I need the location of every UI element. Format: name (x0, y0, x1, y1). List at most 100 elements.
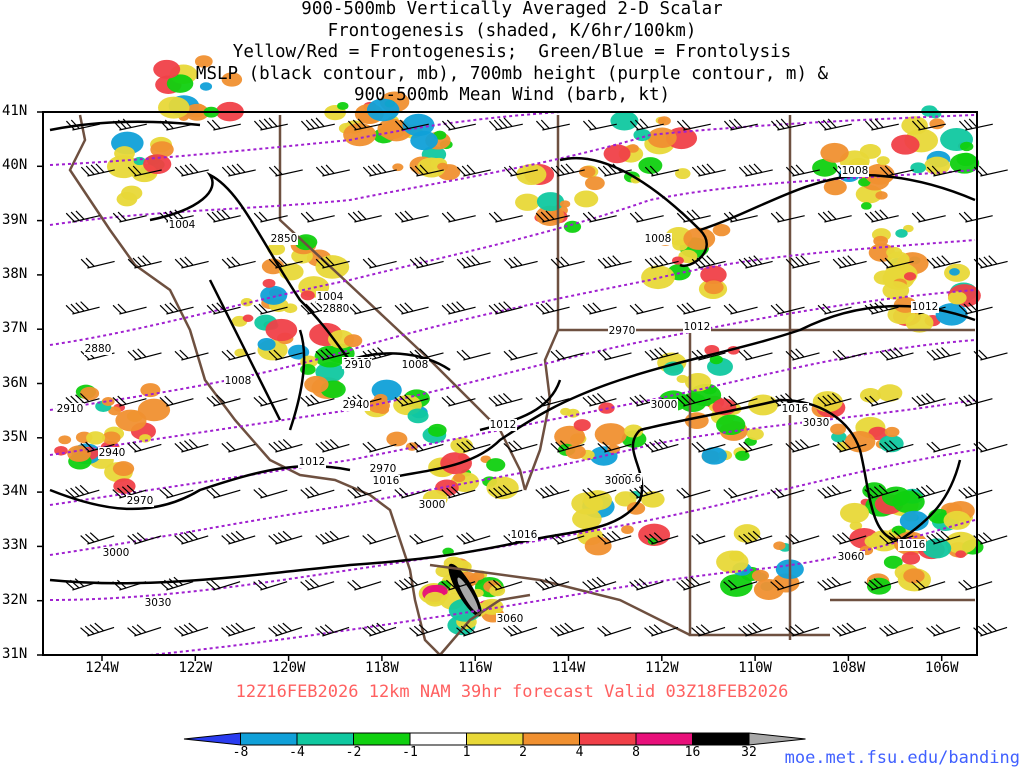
wind-barb (315, 624, 350, 637)
wind-barb (864, 395, 899, 407)
wind-barb (300, 117, 335, 131)
pacific-coastline (68, 114, 441, 656)
wind-barb (488, 484, 523, 499)
colorbar-segment (579, 732, 637, 746)
wind-barb (127, 255, 162, 269)
wind-barb (253, 579, 288, 591)
mslp-contour (379, 304, 976, 482)
wind-barb (926, 165, 961, 177)
wind-barb (723, 487, 758, 499)
wind-barb (253, 117, 288, 131)
wind-barb (926, 255, 961, 269)
height-label: 2970 (609, 325, 636, 337)
height-label: 2970 (370, 463, 397, 475)
wind-barb (644, 255, 679, 269)
mslp-contour (49, 464, 351, 511)
wind-barb (174, 256, 209, 269)
axis-ticks (37, 111, 943, 661)
wind-barb (80, 257, 115, 269)
title-line-3: Yellow/Red = Frontogenesis; Green/Blue =… (232, 42, 792, 62)
wind-barb (456, 532, 491, 545)
wind-barb (127, 165, 162, 177)
wind-barb (127, 624, 162, 637)
wind-barb (550, 440, 585, 453)
wind-barb (770, 211, 805, 223)
mslp-label: 1004 (169, 219, 196, 231)
mexico-border (429, 563, 691, 637)
height-label: 3030 (145, 597, 172, 609)
colorbar-segment (635, 732, 693, 746)
wind-barb (958, 486, 993, 499)
wind-barb (597, 349, 632, 361)
wind-barb (832, 349, 867, 361)
height-label: 2970 (127, 495, 154, 507)
lon-label: 108W (831, 660, 866, 676)
wind-barb (174, 622, 209, 637)
lat-label: 31N (2, 646, 28, 662)
colorbar-segment (692, 732, 750, 746)
wind-barb (503, 165, 538, 177)
height-contour (49, 239, 976, 411)
wind-barb (879, 165, 914, 177)
wind-barb (268, 622, 303, 637)
wind-barb (723, 303, 758, 315)
wind-barb (629, 578, 664, 591)
wind-barb (268, 438, 303, 453)
wind-barb (676, 209, 711, 223)
wind-barb (550, 163, 585, 177)
mslp-label: 1008 (225, 375, 252, 387)
lon-label: 116W (458, 660, 493, 676)
wind-barb (723, 395, 758, 407)
wind-barb (550, 256, 585, 269)
wind-barb (676, 119, 711, 131)
wind-barb (221, 441, 256, 453)
wind-barb (347, 486, 382, 499)
mslp-contour (899, 459, 962, 542)
wind-barb (629, 211, 664, 223)
wind-barb (550, 349, 585, 361)
wind-barb (817, 118, 852, 131)
wind-barb (691, 349, 726, 361)
wind-barb (112, 118, 147, 131)
lat-label: 39N (2, 211, 28, 228)
wind-barb (723, 579, 758, 591)
wind-barb (362, 622, 397, 637)
wind-barb (958, 302, 993, 315)
wind-barb (347, 579, 382, 591)
wind-barb (206, 119, 241, 131)
wind-barb (268, 256, 303, 269)
wind-barb (362, 257, 397, 269)
valid-time-line: 12Z16FEB2026 12km NAM 39hr forecast Vali… (235, 682, 789, 702)
wind-barb (159, 576, 194, 591)
wind-barb (911, 393, 946, 407)
height-label: 2880 (85, 343, 112, 355)
wind-barb (817, 303, 852, 315)
wind-barb (441, 301, 476, 315)
height-contour (49, 169, 976, 346)
wind-barb (550, 622, 585, 637)
wind-barb (159, 302, 194, 315)
wind-barb (315, 348, 350, 361)
wind-barb (268, 165, 303, 177)
credit-link[interactable]: moe.met.fsu.edu/banding (784, 748, 1020, 768)
wind-barb (879, 624, 914, 637)
wind-barb (785, 255, 820, 269)
wind-barb (441, 395, 476, 407)
lon-label: 122W (178, 660, 213, 676)
colorbar-tick: 2 (519, 745, 527, 760)
mslp-label: 1008 (842, 165, 869, 177)
wind-barb (832, 622, 867, 637)
wind-barb (550, 533, 585, 545)
height-contour (49, 114, 976, 226)
mslp-contour (149, 171, 351, 361)
wind-barb (300, 394, 335, 407)
wind-barb (864, 118, 899, 131)
wind-barb (629, 118, 664, 131)
height-label: 3000 (651, 399, 678, 411)
colorado-river (523, 329, 560, 491)
wind-barb (65, 578, 100, 591)
wind-barb (221, 256, 256, 269)
wind-barb (770, 579, 805, 591)
wind-barb (127, 348, 162, 361)
wind-barb (441, 119, 476, 131)
